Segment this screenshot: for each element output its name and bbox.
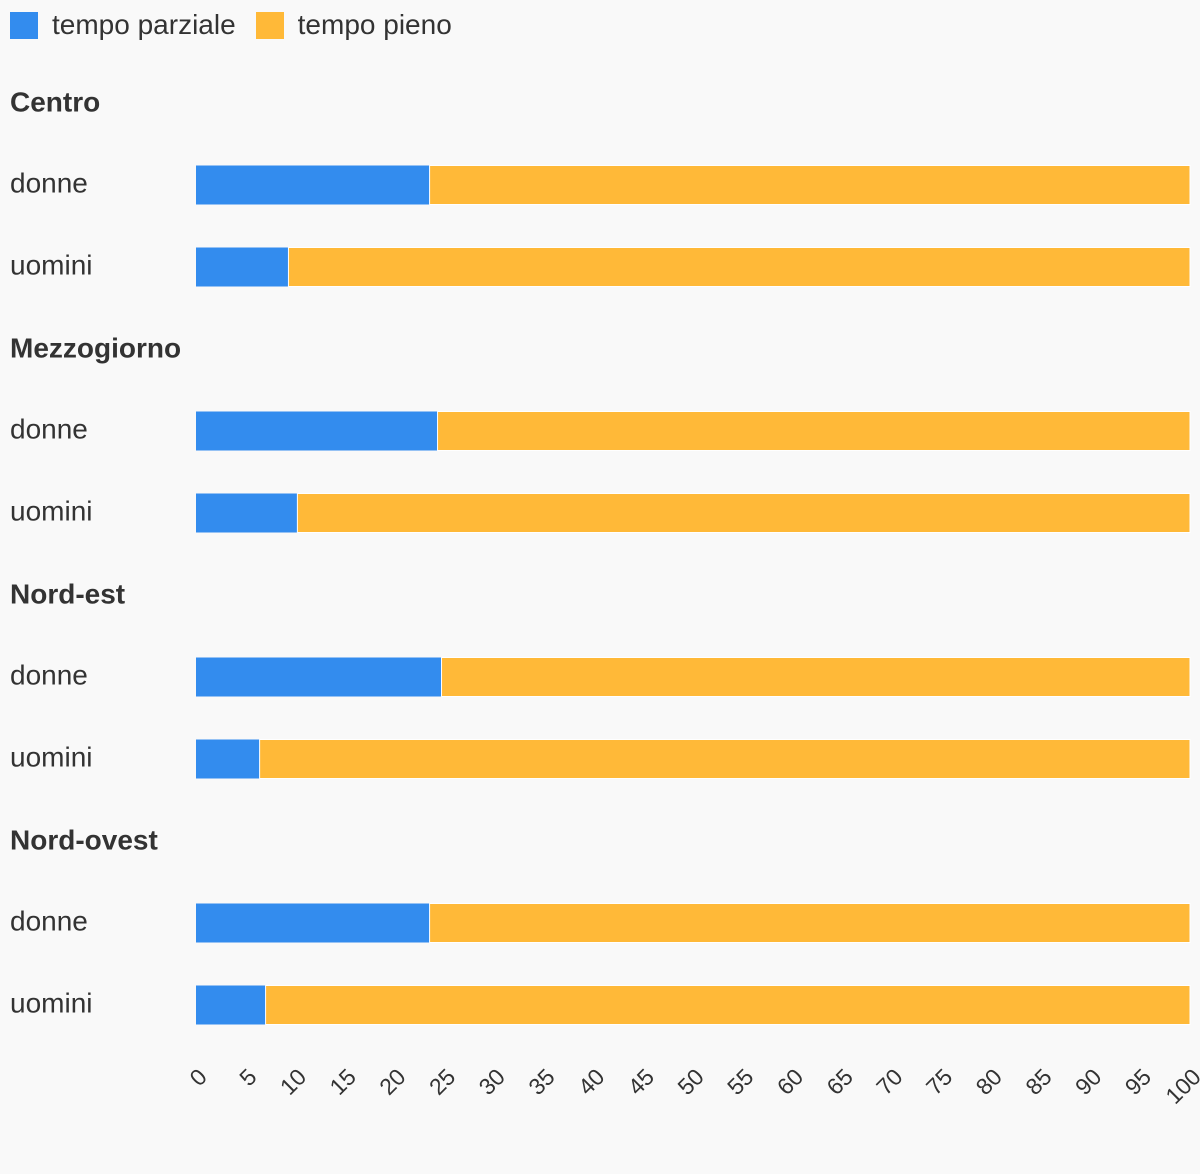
group-title: Nord-est — [10, 578, 125, 609]
x-tick-label: 25 — [424, 1063, 460, 1099]
row-label: uomini — [10, 987, 92, 1018]
x-tick-label: 5 — [234, 1063, 261, 1090]
row-label: donne — [10, 413, 88, 444]
row-label: donne — [10, 167, 88, 198]
group-title: Nord-ovest — [10, 824, 158, 855]
x-tick-label: 55 — [722, 1063, 758, 1099]
legend-label-full-time: tempo pieno — [297, 9, 452, 40]
bar-segment-part-time — [196, 657, 442, 697]
row-label: uomini — [10, 741, 92, 772]
bar-segment-part-time — [196, 165, 430, 205]
x-tick-label: 70 — [871, 1063, 907, 1099]
x-tick-label: 10 — [275, 1063, 311, 1099]
row-label: uomini — [10, 249, 92, 280]
x-tick-label: 50 — [672, 1063, 708, 1099]
bar-segment-part-time — [196, 411, 438, 451]
group-title: Mezzogiorno — [10, 332, 181, 363]
x-tick-label: 15 — [324, 1063, 360, 1099]
bar-segment-full-time — [437, 411, 1191, 451]
group-title: Centro — [10, 86, 100, 117]
bar-segment-full-time — [429, 903, 1191, 943]
x-tick-label: 65 — [821, 1063, 857, 1099]
bar-segment-part-time — [196, 739, 260, 779]
chart-legend: tempo parziale tempo pieno — [10, 10, 472, 40]
row-label: donne — [10, 659, 88, 690]
bar-segment-part-time — [196, 985, 266, 1025]
x-tick-label: 85 — [1020, 1063, 1056, 1099]
legend-item-part-time: tempo parziale — [10, 10, 236, 40]
bar-segment-full-time — [265, 985, 1191, 1025]
legend-swatch-full-time — [255, 11, 284, 39]
bar-segment-part-time — [196, 247, 289, 287]
bar-segment-part-time — [196, 903, 430, 943]
x-tick-label: 90 — [1070, 1063, 1106, 1099]
x-tick-label: 95 — [1120, 1063, 1156, 1099]
bar-segment-part-time — [196, 493, 298, 533]
bar-segment-full-time — [287, 247, 1191, 287]
x-tick-label: 45 — [623, 1063, 659, 1099]
x-tick-label: 35 — [523, 1063, 559, 1099]
x-tick-label: 20 — [374, 1063, 410, 1099]
x-tick-label: 75 — [921, 1063, 957, 1099]
legend-label-part-time: tempo parziale — [52, 9, 236, 40]
row-label: uomini — [10, 495, 92, 526]
row-label: donne — [10, 905, 88, 936]
bar-segment-full-time — [441, 657, 1191, 697]
legend-item-full-time: tempo pieno — [255, 9, 452, 40]
bar-segment-full-time — [296, 493, 1191, 533]
x-tick-label: 80 — [971, 1063, 1007, 1099]
x-tick-label: 40 — [573, 1063, 609, 1099]
legend-swatch-part-time — [10, 11, 38, 39]
x-tick-label: 30 — [474, 1063, 510, 1099]
x-tick-label: 100 — [1160, 1063, 1200, 1109]
x-tick-label: 0 — [184, 1063, 211, 1090]
bar-segment-full-time — [429, 165, 1191, 205]
x-tick-label: 60 — [772, 1063, 808, 1099]
bar-segment-full-time — [259, 739, 1191, 779]
